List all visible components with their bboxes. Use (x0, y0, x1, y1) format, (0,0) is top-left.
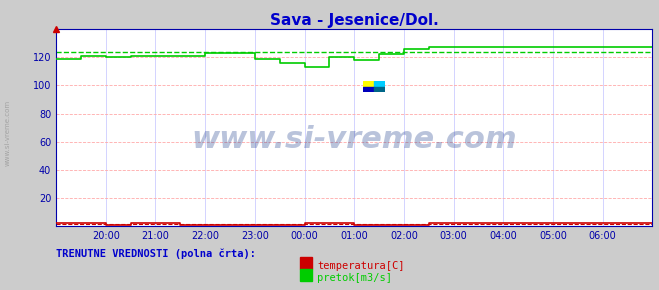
Bar (374, 86, 385, 92)
Text: pretok[m3/s]: pretok[m3/s] (317, 273, 392, 283)
Text: TRENUTNE VREDNOSTI (polna črta):: TRENUTNE VREDNOSTI (polna črta): (56, 248, 256, 259)
Bar (363, 86, 374, 92)
Title: Sava - Jesenice/Dol.: Sava - Jesenice/Dol. (270, 13, 439, 28)
Bar (363, 81, 374, 86)
Text: temperatura[C]: temperatura[C] (317, 260, 405, 271)
Text: www.si-vreme.com: www.si-vreme.com (5, 100, 11, 166)
Bar (374, 81, 385, 86)
Text: www.si-vreme.com: www.si-vreme.com (191, 125, 517, 154)
